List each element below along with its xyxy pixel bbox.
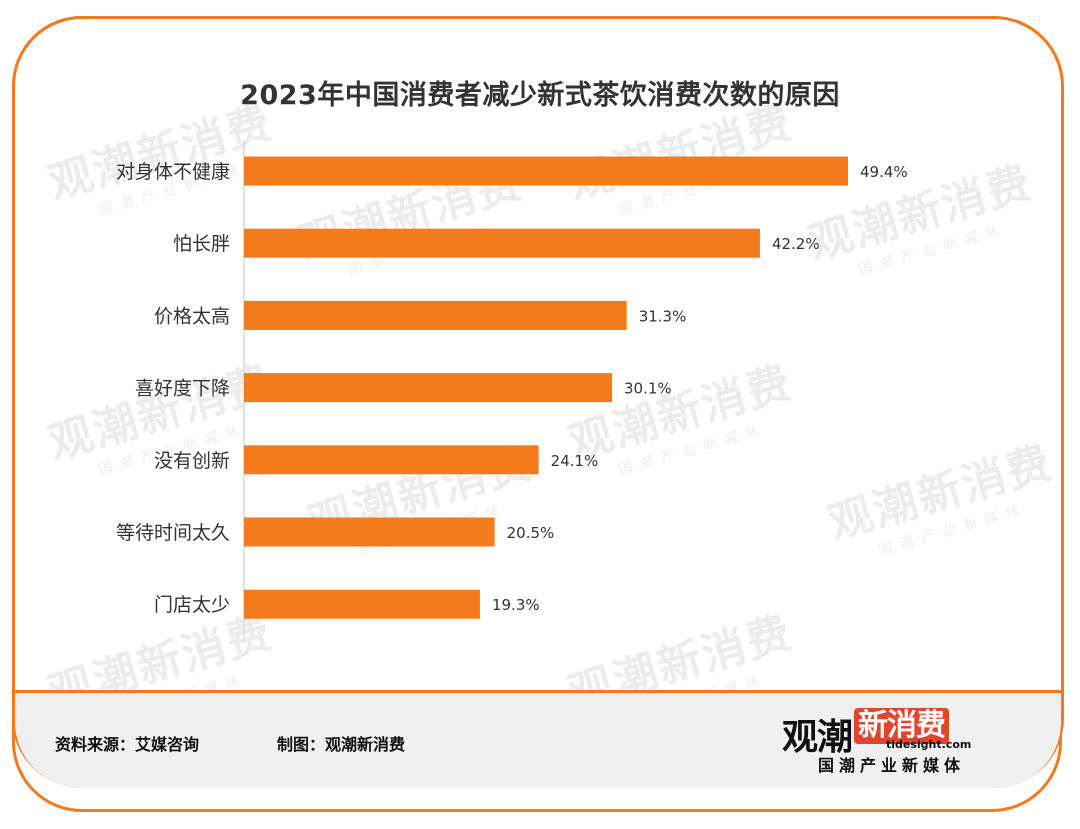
bar — [244, 445, 539, 475]
logo-name-part2: 新消费 — [854, 708, 950, 744]
category-label: 喜好度下降 — [135, 378, 230, 400]
bar — [244, 373, 613, 403]
chart-title: 2023年中国消费者减少新式茶饮消费次数的原因 — [240, 80, 840, 111]
data-label: 20.5% — [507, 524, 555, 542]
category-label: 等待时间太久 — [116, 522, 230, 544]
data-label: 19.3% — [492, 596, 540, 614]
credit-note: 制图：观潮新消费 — [277, 735, 406, 754]
data-label: 30.1% — [624, 380, 672, 398]
data-label: 24.1% — [551, 452, 599, 470]
data-label: 42.2% — [772, 235, 820, 253]
logo-domain: tidesight.com — [886, 738, 972, 751]
data-label: 49.4% — [860, 163, 908, 181]
bar — [244, 228, 760, 258]
category-label: 价格太高 — [154, 305, 230, 327]
logo-name-part1: 观潮 — [782, 717, 853, 758]
category-label: 怕长胖 — [173, 233, 230, 255]
bar — [244, 156, 848, 186]
brand-logo: 观潮 新消费 tidesight.com 国潮产业新媒体 — [782, 708, 1012, 775]
logo-tagline: 国潮产业新媒体 — [818, 756, 966, 775]
bar — [244, 589, 480, 619]
data-label: 31.3% — [639, 307, 687, 325]
logo-wordmark: 观潮 新消费 — [782, 708, 950, 760]
category-label: 门店太少 — [154, 594, 230, 616]
category-label: 对身体不健康 — [116, 161, 230, 183]
bar — [244, 300, 627, 330]
category-label: 没有创新 — [154, 450, 230, 472]
bar — [244, 517, 495, 547]
source-note: 资料来源：艾媒咨询 — [55, 735, 200, 754]
